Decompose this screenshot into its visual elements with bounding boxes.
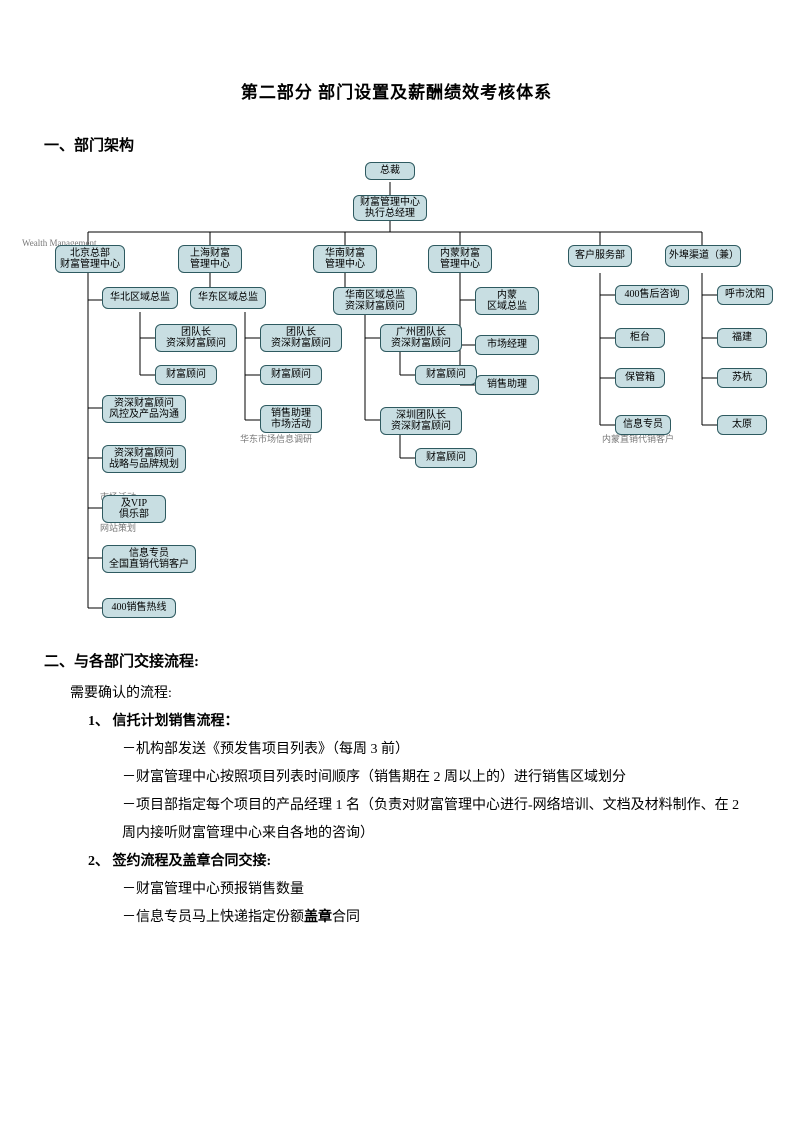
- node-bj5: 400销售热线: [102, 598, 176, 618]
- p1c: －项目部指定每个项目的产品经理 1 名（负责对财富管理中心进行-网络培训、文档及…: [70, 792, 743, 848]
- node-waibu: 外埠渠道（兼）: [665, 245, 741, 267]
- node-400sh: 400售后咨询: [615, 285, 689, 305]
- faint-huadong: 华东市场信息调研: [240, 432, 312, 445]
- node-huanan-dir: 华南区域总监 资深财富顾问: [333, 287, 417, 315]
- node-team-a: 团队长 资深财富顾问: [155, 324, 237, 352]
- node-beijing: 北京总部 财富管理中心: [55, 245, 125, 273]
- node-kefu: 客户服务部: [568, 245, 632, 267]
- node-huadong-dir: 华东区域总监: [190, 287, 266, 309]
- node-suhang: 苏杭: [717, 368, 767, 388]
- process-2-heading: 2、 签约流程及盖章合同交接:: [70, 848, 743, 876]
- node-gm: 财富管理中心 执行总经理: [353, 195, 427, 221]
- node-taiyuan: 太原: [717, 415, 767, 435]
- p1a: －机构部发送《预发售项目列表》（每周 3 前）: [70, 736, 743, 764]
- section-2-heading: 二、与各部门交接流程:: [44, 650, 199, 671]
- node-caifu-c1: 财富顾问: [415, 365, 477, 385]
- node-team-b: 团队长 资深财富顾问: [260, 324, 342, 352]
- node-baoguan: 保管箱: [615, 368, 665, 388]
- page-title: 第二部分 部门设置及薪酬绩效考核体系: [0, 78, 793, 103]
- p2b: －信息专员马上快递指定份额盖章合同: [70, 904, 743, 932]
- node-neimeng: 内蒙财富 管理中心: [428, 245, 492, 273]
- process-1-heading: 1、 信托计划销售流程：: [70, 708, 743, 736]
- node-ceo: 总裁: [365, 162, 415, 180]
- node-huabei-dir: 华北区域总监: [102, 287, 178, 309]
- node-bj1: 资深财富顾问 风控及产品沟通: [102, 395, 186, 423]
- node-guitai: 柜台: [615, 328, 665, 348]
- node-caifu-c2: 财富顾问: [415, 448, 477, 468]
- node-bj4: 信息专员 全国直销代销客户: [102, 545, 196, 573]
- node-shenzhen: 深圳团队长 资深财富顾问: [380, 407, 462, 435]
- p2a: －财富管理中心预报销售数量: [70, 876, 743, 904]
- p1b: －财富管理中心按照项目列表时间顺序（销售期在 2 周以上的）进行销售区域划分: [70, 764, 743, 792]
- node-xiaoshou: 销售助理 市场活动: [260, 405, 322, 433]
- node-shichang-jl: 市场经理: [475, 335, 539, 355]
- node-huanan: 华南财富 管理中心: [313, 245, 377, 273]
- node-bj3: 及VIP 俱乐部: [102, 495, 166, 523]
- confirm-line: 需要确认的流程:: [70, 680, 743, 708]
- p2b-bold: 盖章: [304, 910, 332, 925]
- node-caifu-b: 财富顾问: [260, 365, 322, 385]
- node-guangzhou: 广州团队长 资深财富顾问: [380, 324, 462, 352]
- node-xiaoshou-zl: 销售助理: [475, 375, 539, 395]
- node-xinxi: 信息专员: [615, 415, 671, 435]
- section-1-heading: 一、部门架构: [44, 134, 134, 155]
- p2b-pre: －信息专员马上快递指定份额: [122, 910, 304, 925]
- node-neimeng-dir: 内蒙 区域总监: [475, 287, 539, 315]
- org-chart: Wealth Management 市场活动 网站策划 华东市场信息调研 内蒙直…: [40, 160, 760, 630]
- p2b-post: 合同: [332, 910, 360, 925]
- node-fujian: 福建: [717, 328, 767, 348]
- node-hushi: 呼市沈阳: [717, 285, 773, 305]
- node-bj2: 资深财富顾问 战略与品牌规划: [102, 445, 186, 473]
- node-caifu-a: 财富顾问: [155, 365, 217, 385]
- node-shanghai: 上海财富 管理中心: [178, 245, 242, 273]
